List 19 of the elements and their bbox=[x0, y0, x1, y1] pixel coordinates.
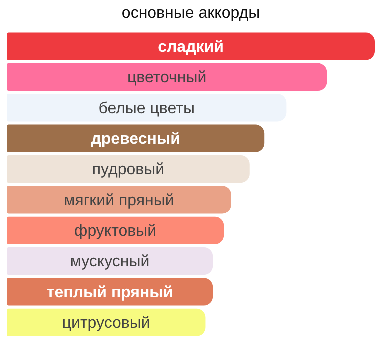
bar bbox=[7, 63, 328, 92]
y-tick-label: пудровый bbox=[92, 162, 165, 179]
y-tick-label: мускусный bbox=[70, 254, 150, 271]
bar bbox=[7, 155, 250, 184]
bar bbox=[7, 247, 214, 276]
y-tick-label: фруктовый bbox=[74, 223, 157, 240]
y-tick-label: сладкий bbox=[158, 38, 224, 56]
y-tick-label: белые цветы bbox=[98, 100, 195, 118]
bar bbox=[7, 124, 265, 152]
bar bbox=[7, 32, 375, 60]
y-tick-label: теплый пряный bbox=[46, 284, 174, 302]
bar bbox=[7, 308, 206, 336]
y-tick-label: мягкий пряный bbox=[64, 192, 174, 210]
bar bbox=[7, 186, 232, 214]
chart-title: основные аккорды bbox=[122, 5, 260, 22]
bar bbox=[7, 216, 224, 244]
y-tick-label: цитрусовый bbox=[62, 315, 150, 332]
y-tick-label: цветочный bbox=[128, 70, 207, 87]
y-tick-label: древесный bbox=[91, 130, 180, 148]
